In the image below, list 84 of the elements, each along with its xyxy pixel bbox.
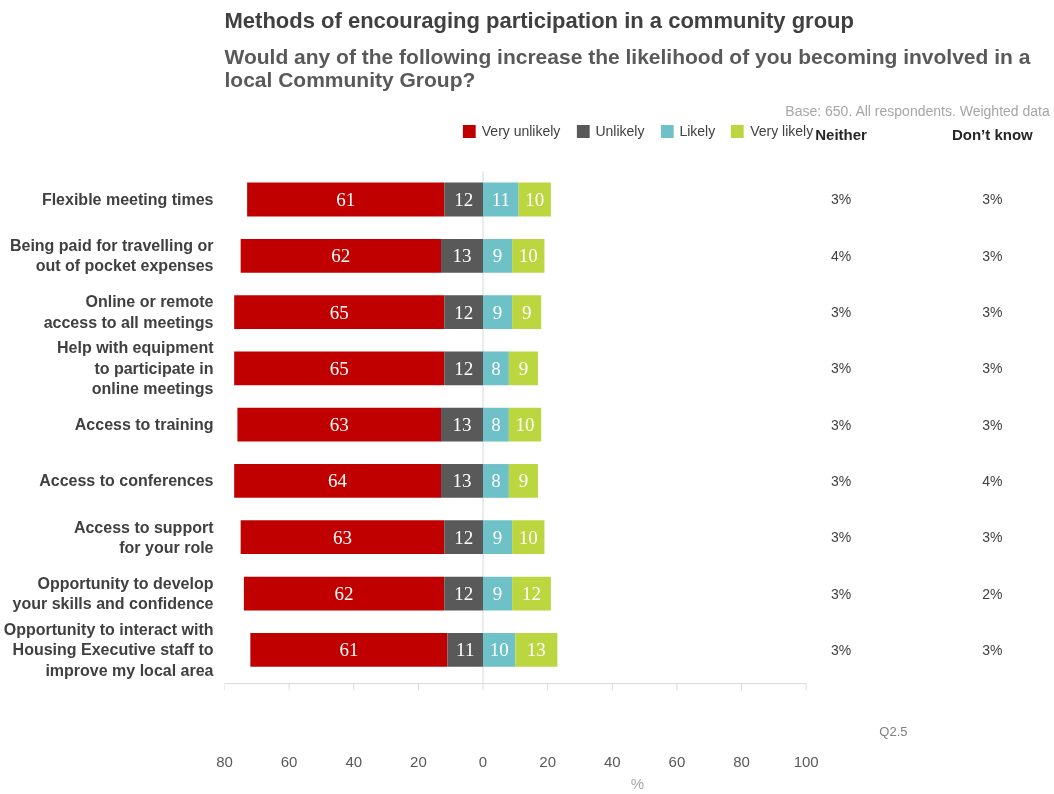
legend-label: Unlikely [595, 123, 645, 139]
data-label: 9 [521, 301, 532, 323]
text: 3% [830, 360, 852, 377]
text: 3% [830, 191, 852, 208]
data-label: 8 [491, 414, 501, 436]
x-axis-title: % [630, 774, 645, 792]
data-label: 62 [334, 583, 354, 605]
chart-title: Methods of encouraging participation in a community group [224, 7, 854, 33]
x-tick-label: 60 [668, 752, 686, 770]
text: 3% [982, 360, 1003, 377]
text: 3% [982, 304, 1003, 321]
text: Neither [815, 126, 868, 144]
data-label: 12 [454, 583, 474, 605]
data-label: 64 [328, 470, 348, 492]
legend-label: Very unlikely [481, 123, 561, 139]
data-label: 12 [454, 357, 474, 379]
text: 3% [830, 641, 852, 658]
y-tick-label: Access to conferences [39, 472, 214, 490]
data-label: 9 [492, 301, 503, 323]
data-label: 63 [332, 526, 352, 548]
text: 3% [830, 416, 852, 433]
x-tick-label: 20 [410, 752, 427, 770]
y-tick-label: Opportunity to interact with Housing Executive staff to improve my local area [3, 620, 214, 679]
x-tick-label: 40 [345, 752, 363, 770]
data-label: 8 [491, 470, 501, 492]
legend-label: Very likely [750, 123, 814, 139]
data-label: 13 [452, 470, 472, 492]
data-label: 9 [492, 245, 503, 267]
text: 2% [982, 585, 1003, 602]
text: 3% [830, 585, 852, 602]
y-tick-label: Flexible meeting times [41, 190, 214, 208]
data-label: 13 [526, 639, 546, 661]
text: 3% [982, 529, 1003, 546]
data-label: 11 [491, 188, 510, 210]
data-label: 11 [456, 639, 475, 661]
chart-subtitle: Would any of the following increase the likelihood of you becoming involved in a local Community Group? [224, 44, 1031, 91]
y-tick-label: Opportunity to develop your skills and confidence [12, 574, 214, 613]
x-tick-label: 60 [280, 752, 298, 770]
data-label: 13 [452, 245, 472, 267]
data-label: 63 [329, 414, 349, 436]
data-label: 12 [454, 526, 474, 548]
text: 4% [982, 472, 1003, 489]
data-label: 8 [491, 357, 501, 379]
text: Q2.5 [879, 723, 908, 739]
data-label: 12 [454, 188, 474, 210]
text: 3% [982, 191, 1003, 208]
y-tick-label: Access to training [74, 416, 214, 434]
text: 3% [982, 416, 1003, 433]
data-label: 10 [525, 188, 545, 210]
data-label: 9 [518, 357, 529, 379]
y-tick-label: Help with equipment to participate in online meetings [57, 339, 215, 398]
data-label: 61 [336, 188, 356, 210]
text: 3% [982, 641, 1003, 658]
x-tick-label: 0 [478, 752, 488, 770]
data-label: 61 [339, 639, 359, 661]
y-tick-label: Online or remote access to all meetings [43, 293, 214, 331]
x-tick-label: 40 [603, 752, 621, 770]
data-label: 13 [452, 414, 472, 436]
data-label: 10 [518, 245, 538, 267]
data-label: 9 [518, 470, 529, 492]
data-label: 62 [331, 245, 351, 267]
text: 3% [830, 472, 852, 489]
data-label: 9 [492, 583, 503, 605]
data-label: 65 [329, 301, 349, 323]
text: Don’t know [951, 126, 1034, 144]
legend-label: Likely [679, 123, 716, 139]
data-label: 10 [489, 639, 509, 661]
x-tick-label: 80 [216, 752, 233, 770]
text: 3% [982, 247, 1003, 264]
x-tick-label: 20 [539, 752, 557, 770]
x-tick-label: 100 [793, 752, 819, 770]
text: 4% [830, 247, 852, 264]
y-tick-label: Being paid for travelling or out of pocket expenses [9, 237, 214, 275]
x-tick-label: 80 [733, 752, 750, 770]
data-label: 10 [518, 526, 538, 548]
y-tick-label: Access to support for your role [73, 518, 215, 556]
data-label: 10 [515, 414, 535, 436]
data-label: 65 [329, 357, 349, 379]
text: 3% [830, 304, 852, 321]
data-label: 12 [522, 583, 541, 605]
data-label: 9 [492, 526, 503, 548]
text: 3% [830, 529, 852, 546]
text: Base: 650. All respondents. Weighted data [785, 102, 1050, 119]
data-label: 12 [454, 301, 474, 323]
